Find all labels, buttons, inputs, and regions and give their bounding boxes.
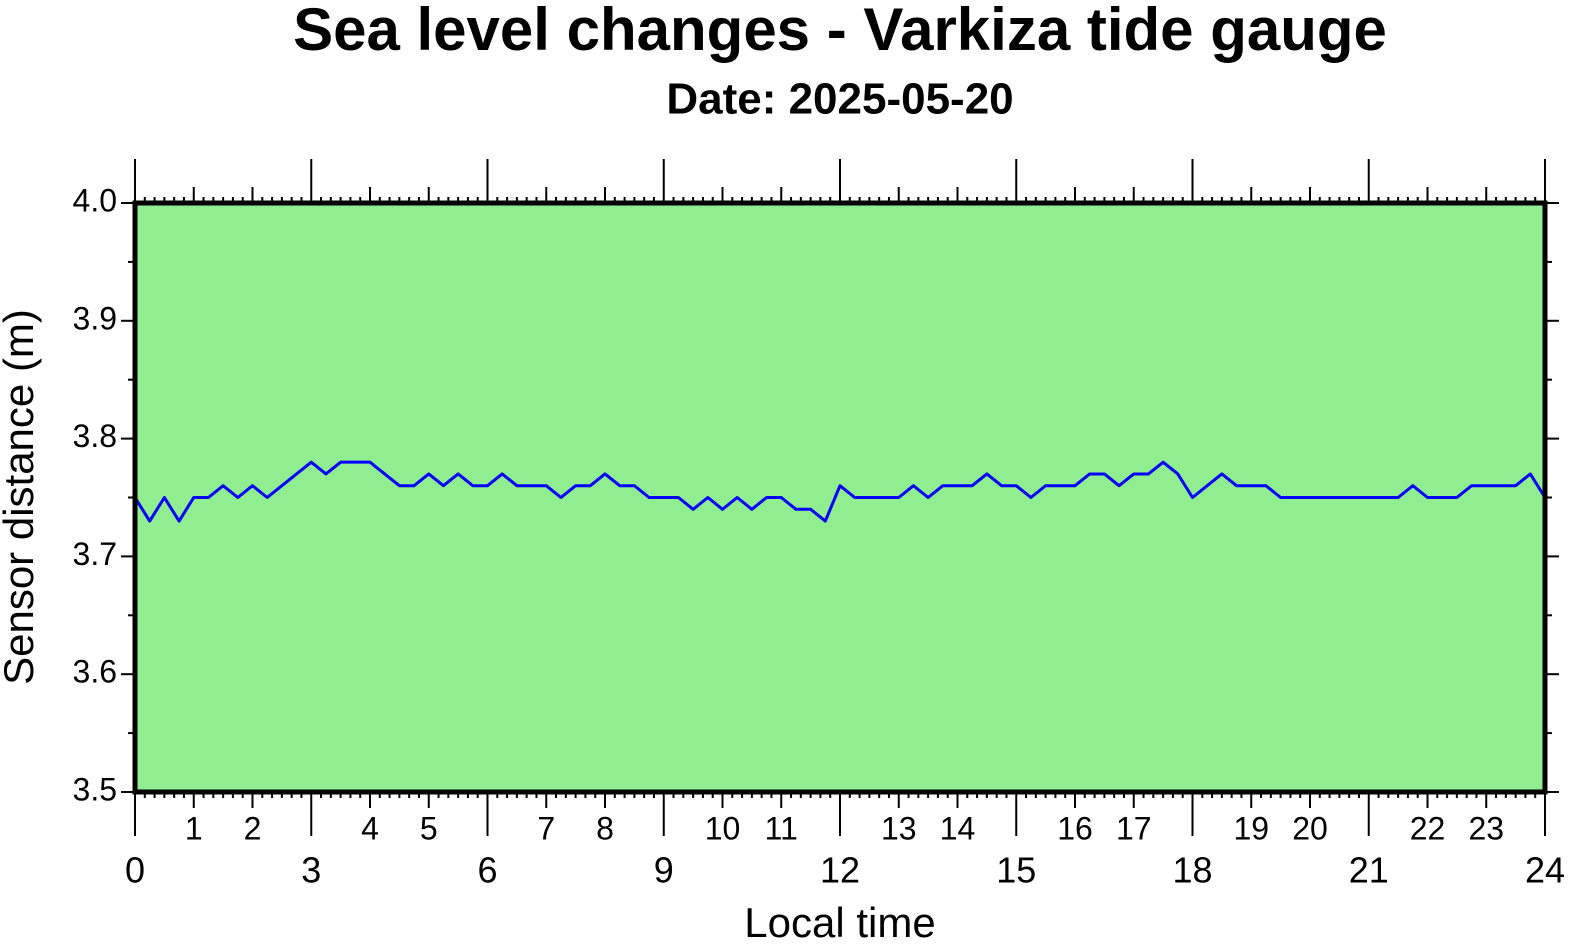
y-tick-label: 3.5: [73, 771, 117, 807]
x-tick-label: 18: [1172, 850, 1212, 891]
x-minor-tick-label: 20: [1292, 810, 1328, 846]
x-minor-tick-label: 2: [244, 810, 262, 846]
x-minor-tick-label: 10: [705, 810, 741, 846]
y-tick-label: 3.8: [73, 418, 117, 454]
y-tick-label: 3.6: [73, 654, 117, 690]
x-minor-tick-label: 16: [1057, 810, 1093, 846]
x-tick-label: 9: [654, 850, 674, 891]
x-minor-tick-label: 11: [765, 810, 798, 846]
x-minor-tick-label: 17: [1116, 810, 1152, 846]
x-minor-tick-label: 19: [1233, 810, 1269, 846]
chart-subtitle: Date: 2025-05-20: [666, 75, 1013, 124]
x-tick-label: 12: [820, 850, 860, 891]
x-tick-label: 15: [996, 850, 1036, 891]
data-line: [133, 460, 1547, 523]
y-tick-label: 4.0: [73, 182, 117, 218]
x-axis-label: Local time: [744, 899, 935, 946]
x-minor-tick-label: 1: [185, 810, 203, 846]
x-minor-tick-label: 8: [596, 810, 614, 846]
y-tick-label: 3.7: [73, 536, 117, 572]
x-minor-tick-label: 13: [881, 810, 917, 846]
x-minor-tick-label: 22: [1410, 810, 1446, 846]
chart-title: Sea level changes - Varkiza tide gauge: [293, 0, 1387, 63]
x-minor-tick-label: 7: [537, 810, 555, 846]
x-tick-label: 24: [1525, 850, 1565, 891]
x-tick-label: 21: [1349, 850, 1389, 891]
x-tick-label: 3: [301, 850, 321, 891]
y-tick-label: 3.9: [73, 300, 117, 336]
x-minor-tick-label: 5: [420, 810, 438, 846]
x-minor-tick-label: 4: [361, 810, 379, 846]
x-tick-label: 6: [477, 850, 497, 891]
x-minor-tick-label: 23: [1468, 810, 1504, 846]
y-axis-label: Sensor distance (m): [0, 309, 42, 685]
plot-frame: [132, 200, 1548, 795]
x-tick-label: 0: [125, 850, 145, 891]
x-minor-tick-label: 14: [940, 810, 976, 846]
